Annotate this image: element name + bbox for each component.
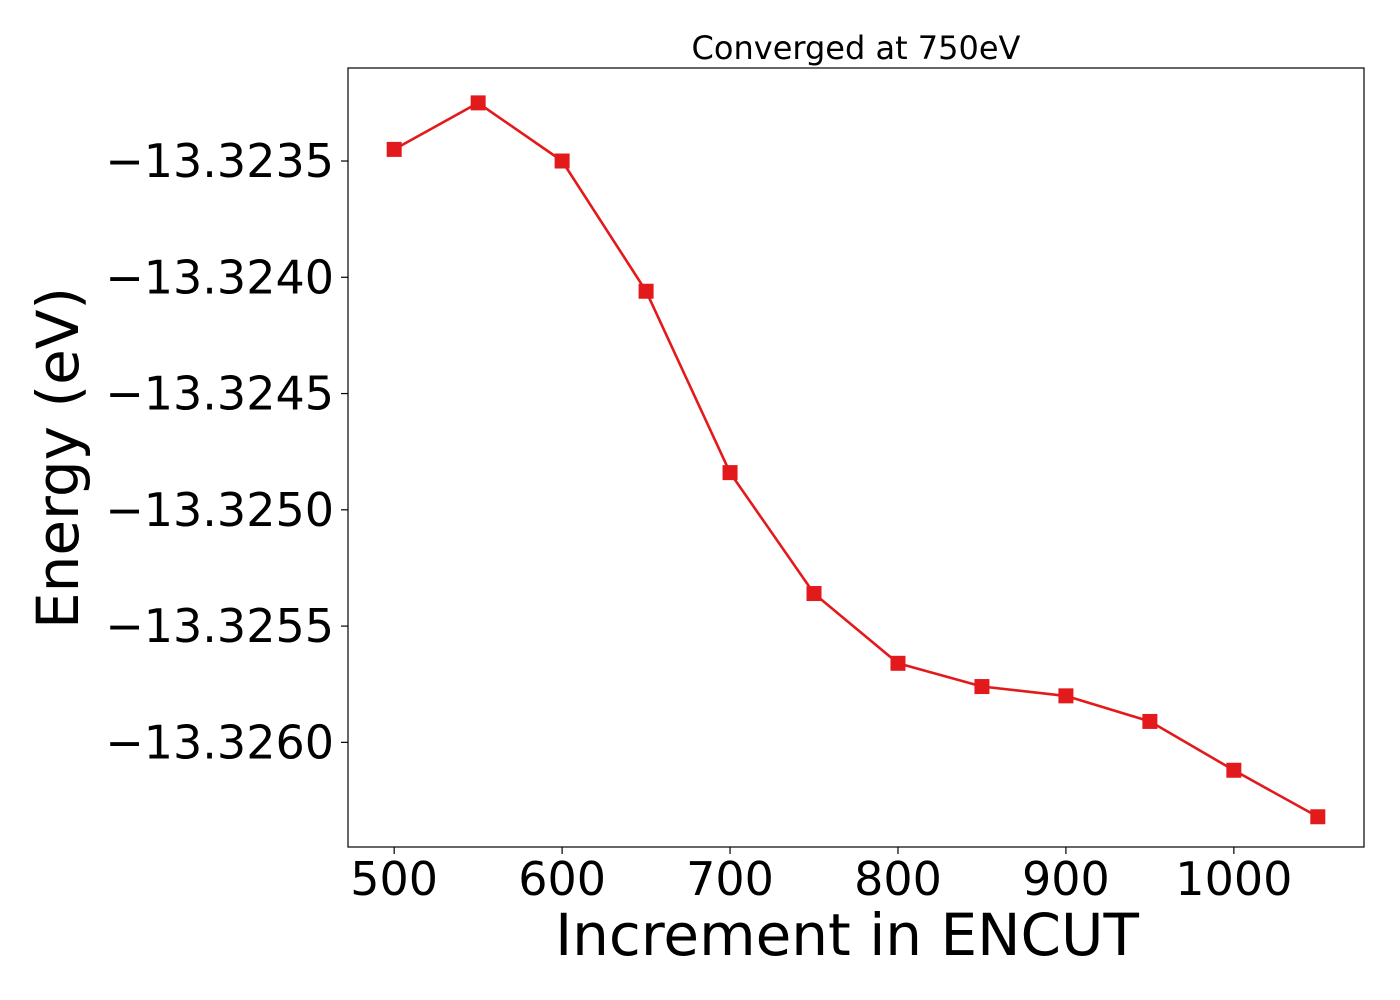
data-point-marker: [1310, 809, 1326, 825]
plot-frame: [347, 67, 1365, 848]
series-line: [393, 101, 1319, 818]
x-tick-label: 600: [518, 852, 606, 906]
data-point-marker: [470, 95, 486, 111]
y-tick-label: −13.3250: [105, 483, 334, 537]
x-tick-label: 1000: [1175, 852, 1292, 906]
data-point-marker: [554, 153, 570, 169]
x-tick-label: 900: [1022, 852, 1110, 906]
x-tick-label: 800: [854, 852, 942, 906]
x-axis-label: Increment in ENCUT: [555, 901, 1139, 969]
data-point-marker: [1226, 762, 1242, 778]
y-axis-ticks: −13.3235 −13.3240 −13.3245 −13.3250 −13.3255…: [105, 134, 348, 769]
x-tick-label: 500: [350, 852, 438, 906]
y-tick-label: −13.3245: [105, 367, 334, 421]
x-tick-label: 700: [686, 852, 774, 906]
data-point-marker: [974, 679, 990, 695]
data-point-marker: [386, 141, 402, 157]
data-point-marker: [1142, 713, 1158, 729]
data-point-marker: [806, 586, 822, 602]
data-point-marker: [1058, 688, 1074, 704]
data-point-marker: [638, 283, 654, 299]
y-axis-label: Energy (eV): [24, 287, 92, 629]
y-tick-label: −13.3240: [105, 250, 334, 304]
chart-title: Converged at 750eV: [692, 29, 1021, 67]
y-tick-label: −13.3260: [105, 715, 334, 769]
data-point-marker: [890, 655, 906, 671]
y-tick-label: −13.3255: [105, 599, 334, 653]
x-axis-ticks: 500 600 700 800 900 1000: [350, 847, 1292, 906]
series-layer: [386, 95, 1326, 825]
y-tick-label: −13.3235: [105, 134, 334, 188]
data-point-marker: [722, 465, 738, 481]
